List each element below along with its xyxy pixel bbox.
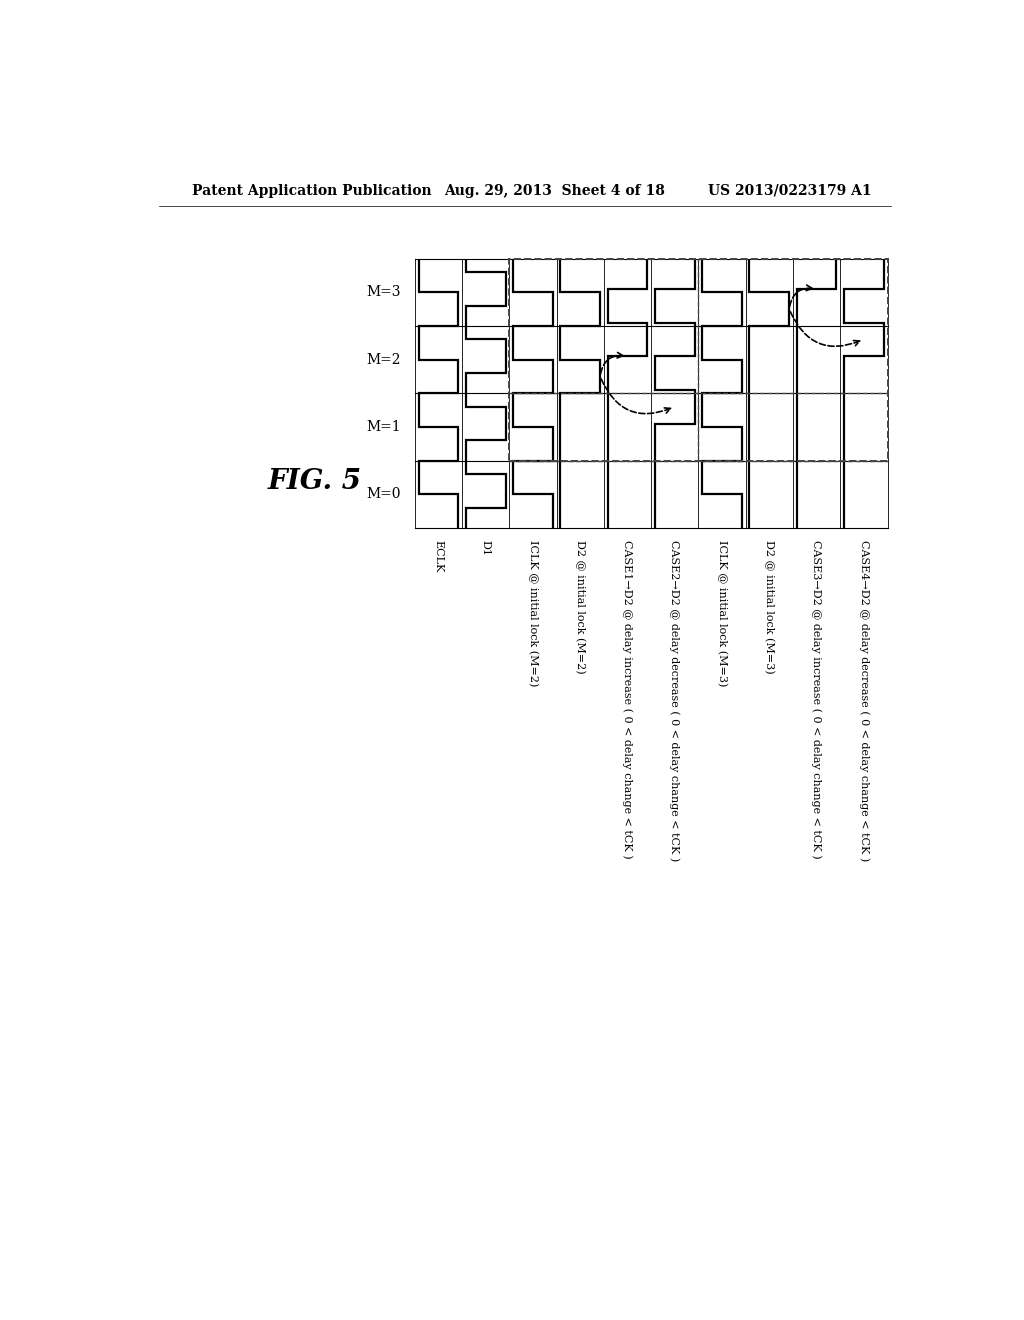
Text: M=1: M=1 <box>367 420 400 434</box>
Text: D2 @ initial lock (M=2): D2 @ initial lock (M=2) <box>575 540 586 673</box>
Bar <box>509 259 888 461</box>
Text: D2 @ initial lock (M=3): D2 @ initial lock (M=3) <box>764 540 774 673</box>
Text: US 2013/0223179 A1: US 2013/0223179 A1 <box>708 183 871 198</box>
Text: ICLK @ initial lock (M=3): ICLK @ initial lock (M=3) <box>717 540 727 686</box>
Text: CASE1→D2 @ delay increase ( 0 < delay change < tCK ): CASE1→D2 @ delay increase ( 0 < delay ch… <box>623 540 633 858</box>
Text: CASE4→D2 @ delay decrease ( 0 < delay change < tCK ): CASE4→D2 @ delay decrease ( 0 < delay ch… <box>858 540 869 861</box>
Text: FIG. 5: FIG. 5 <box>267 469 361 495</box>
Text: M=0: M=0 <box>367 487 400 502</box>
Text: ECLK: ECLK <box>433 540 443 572</box>
Text: Patent Application Publication: Patent Application Publication <box>191 183 431 198</box>
Text: CASE2→D2 @ delay decrease ( 0 < delay change < tCK ): CASE2→D2 @ delay decrease ( 0 < delay ch… <box>670 540 680 861</box>
Text: M=2: M=2 <box>367 352 400 367</box>
Text: D1: D1 <box>480 540 490 556</box>
Text: Aug. 29, 2013  Sheet 4 of 18: Aug. 29, 2013 Sheet 4 of 18 <box>444 183 665 198</box>
Text: ICLK @ initial lock (M=2): ICLK @ initial lock (M=2) <box>527 540 538 686</box>
Text: CASE3→D2 @ delay increase ( 0 < delay change < tCK ): CASE3→D2 @ delay increase ( 0 < delay ch… <box>811 540 822 858</box>
Text: M=3: M=3 <box>367 285 400 300</box>
